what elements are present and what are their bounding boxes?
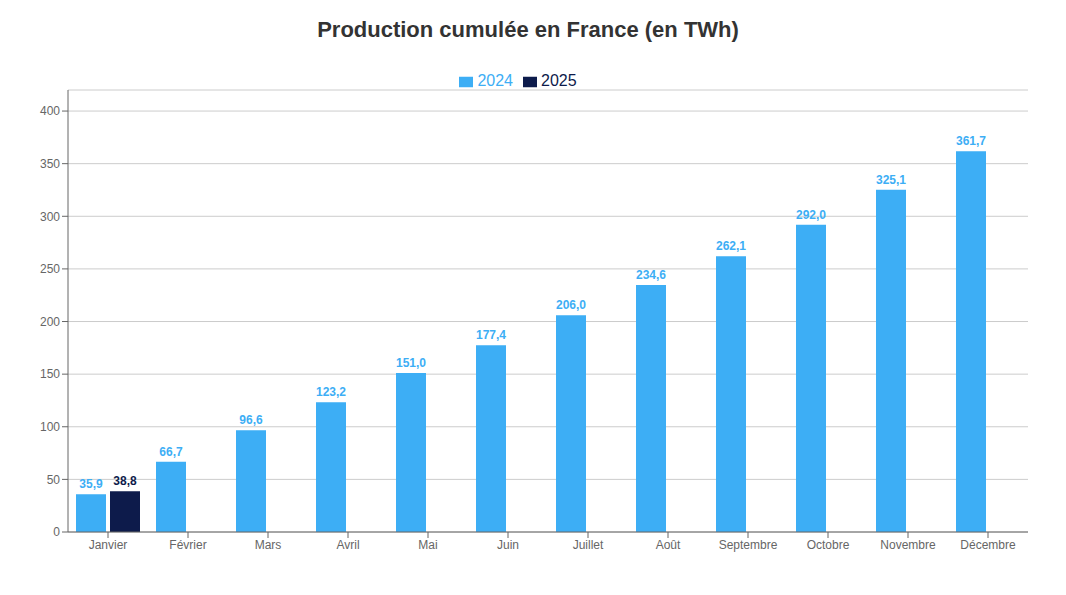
svg-text:177,4: 177,4	[476, 328, 506, 342]
svg-text:Novembre: Novembre	[880, 538, 936, 552]
html-text:Production cumulée en France (: Production cumulée en France (en TWh)	[317, 17, 739, 42]
svg-text:262,1: 262,1	[716, 239, 746, 253]
svg-text:350: 350	[40, 157, 60, 171]
svg-text:206,0: 206,0	[556, 298, 586, 312]
svg-text:400: 400	[40, 104, 60, 118]
svg-text:234,6: 234,6	[636, 268, 666, 282]
svg-text:Avril: Avril	[336, 538, 359, 552]
svg-text:250: 250	[40, 262, 60, 276]
html-text:2024: 2024	[477, 72, 513, 89]
svg-text:Octobre: Octobre	[807, 538, 850, 552]
svg-text:123,2: 123,2	[316, 385, 346, 399]
svg-text:0: 0	[53, 525, 60, 539]
svg-text:Juillet: Juillet	[573, 538, 604, 552]
svg-text:Décembre: Décembre	[960, 538, 1016, 552]
svg-text:66,7: 66,7	[159, 445, 183, 459]
svg-text:300: 300	[40, 210, 60, 224]
svg-text:325,1: 325,1	[876, 173, 906, 187]
svg-text:Août: Août	[656, 538, 681, 552]
svg-text:Septembre: Septembre	[719, 538, 778, 552]
svg-text:151,0: 151,0	[396, 356, 426, 370]
svg-text:38,8: 38,8	[113, 474, 137, 488]
svg-text:200: 200	[40, 315, 60, 329]
svg-text:100: 100	[40, 420, 60, 434]
svg-text:Mai: Mai	[418, 538, 437, 552]
svg-text:150: 150	[40, 367, 60, 381]
svg-text:292,0: 292,0	[796, 208, 826, 222]
svg-text:Janvier: Janvier	[89, 538, 128, 552]
svg-text:Juin: Juin	[497, 538, 519, 552]
svg-text:96,6: 96,6	[239, 413, 263, 427]
html-text:2025: 2025	[541, 72, 577, 89]
svg-text:Mars: Mars	[255, 538, 282, 552]
svg-text:50: 50	[47, 473, 61, 487]
svg-text:Février: Février	[169, 538, 206, 552]
svg-text:35,9: 35,9	[79, 477, 103, 491]
svg-text:361,7: 361,7	[956, 134, 986, 148]
